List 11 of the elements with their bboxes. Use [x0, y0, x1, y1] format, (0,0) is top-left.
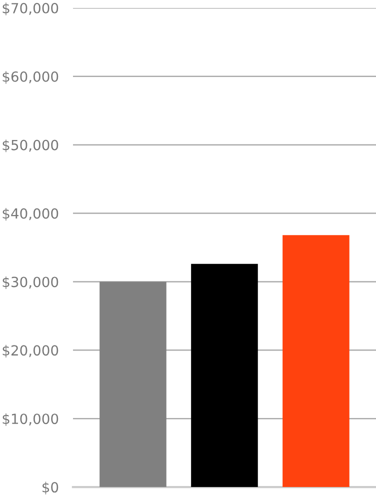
y-tick-label: $60,000 [2, 71, 58, 84]
bar [100, 282, 166, 488]
y-tick-label: $10,000 [2, 413, 58, 426]
bar [191, 264, 258, 488]
y-tick-label: $0 [42, 482, 58, 494]
y-tick-label: $70,000 [2, 2, 58, 16]
bar [282, 235, 350, 488]
y-tick-label: $20,000 [2, 344, 58, 358]
y-tick-label: $40,000 [2, 208, 58, 221]
y-tick-label: $30,000 [2, 276, 58, 290]
y-tick-label: $50,000 [2, 140, 58, 152]
